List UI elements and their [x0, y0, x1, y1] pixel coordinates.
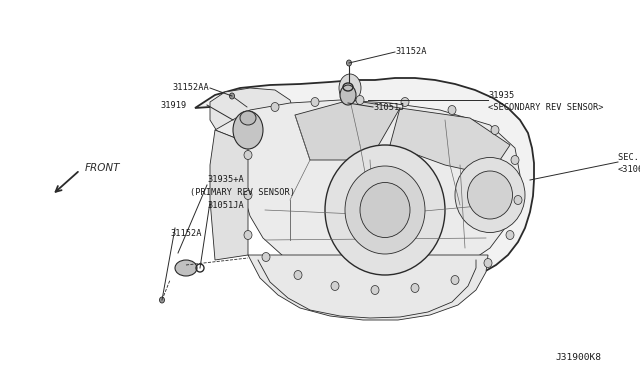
Text: 31935: 31935: [488, 90, 515, 99]
Ellipse shape: [325, 145, 445, 275]
Ellipse shape: [244, 190, 252, 199]
Ellipse shape: [401, 97, 409, 106]
Text: 31935+A: 31935+A: [207, 176, 244, 185]
Ellipse shape: [340, 85, 356, 105]
Text: 31051J: 31051J: [373, 103, 404, 112]
Ellipse shape: [467, 171, 513, 219]
Ellipse shape: [484, 259, 492, 267]
Ellipse shape: [331, 282, 339, 291]
Polygon shape: [195, 78, 534, 290]
Polygon shape: [390, 108, 510, 175]
Ellipse shape: [356, 96, 364, 105]
Polygon shape: [295, 100, 400, 160]
Polygon shape: [215, 100, 520, 278]
Ellipse shape: [514, 196, 522, 205]
Polygon shape: [210, 130, 248, 260]
Text: FRONT: FRONT: [85, 163, 120, 173]
Ellipse shape: [244, 151, 252, 160]
Text: 31051JA: 31051JA: [207, 202, 244, 211]
Text: 31152A: 31152A: [395, 48, 426, 57]
Text: (PRIMARY REV SENSOR): (PRIMARY REV SENSOR): [190, 189, 295, 198]
Ellipse shape: [346, 60, 351, 66]
Ellipse shape: [339, 74, 361, 102]
Ellipse shape: [371, 285, 379, 295]
Ellipse shape: [448, 106, 456, 115]
Text: <SECONDARY REV SENSOR>: <SECONDARY REV SENSOR>: [488, 103, 604, 112]
Ellipse shape: [175, 260, 197, 276]
Ellipse shape: [233, 111, 263, 149]
Ellipse shape: [411, 283, 419, 292]
Text: <31060M>: <31060M>: [618, 166, 640, 174]
Text: J31900K8: J31900K8: [555, 353, 601, 362]
Ellipse shape: [240, 111, 256, 125]
Ellipse shape: [511, 155, 519, 164]
Ellipse shape: [244, 231, 252, 240]
Ellipse shape: [271, 103, 279, 112]
Ellipse shape: [455, 157, 525, 232]
Polygon shape: [248, 255, 488, 320]
Ellipse shape: [451, 276, 459, 285]
Ellipse shape: [311, 97, 319, 106]
Polygon shape: [210, 88, 295, 148]
Text: 31919: 31919: [160, 100, 186, 109]
Ellipse shape: [360, 183, 410, 237]
Ellipse shape: [262, 253, 270, 262]
Ellipse shape: [294, 270, 302, 279]
Ellipse shape: [506, 231, 514, 240]
Text: 31152A: 31152A: [170, 228, 202, 237]
Ellipse shape: [491, 125, 499, 135]
Text: 31152AA: 31152AA: [172, 83, 209, 93]
Text: SEC. 310: SEC. 310: [618, 154, 640, 163]
Ellipse shape: [159, 297, 164, 303]
Ellipse shape: [230, 93, 234, 99]
Ellipse shape: [345, 166, 425, 254]
